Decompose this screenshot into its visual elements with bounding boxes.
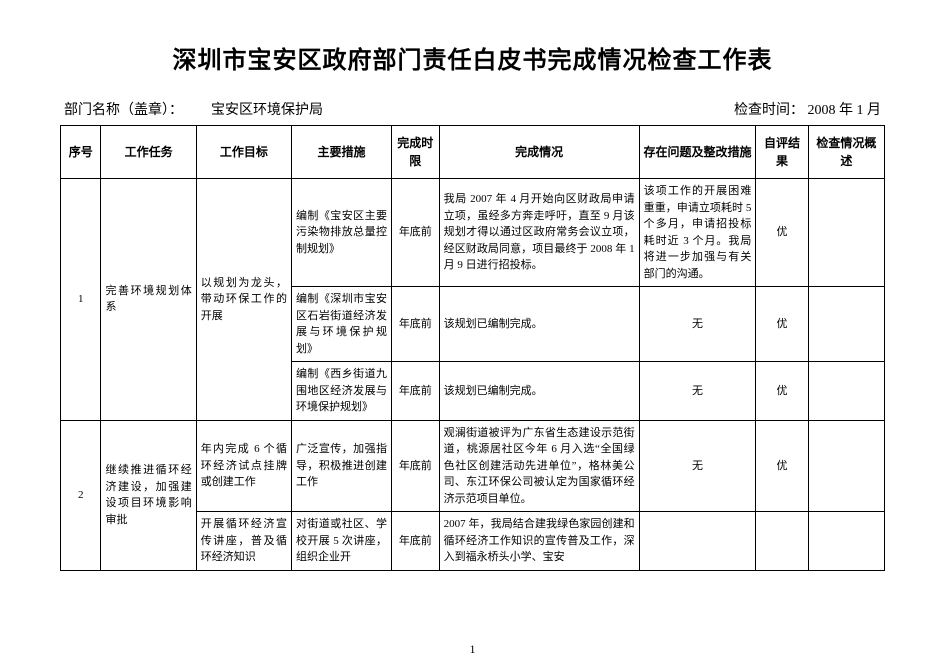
- th-completion: 完成情况: [439, 126, 639, 179]
- cell-deadline: 年底前: [392, 287, 440, 362]
- cell-completion: 该规划已编制完成。: [439, 362, 639, 421]
- th-deadline: 完成时限: [392, 126, 440, 179]
- cell-completion: 观澜街道被评为广东省生态建设示范街道，桃源居社区今年 6 月入选“全国绿色社区创…: [439, 420, 639, 512]
- cell-completion: 2007 年，我局结合建我绿色家园创建和循环经济工作知识的宣传普及工作，深入到福…: [439, 512, 639, 571]
- cell-goal: 年内完成 6 个循环经济试点挂牌或创建工作: [196, 420, 291, 512]
- th-problems: 存在问题及整改措施: [639, 126, 756, 179]
- th-self-eval: 自评结果: [756, 126, 808, 179]
- cell-measure: 对街道或社区、学校开展 5 次讲座，组织企业开: [291, 512, 391, 571]
- th-measure: 主要措施: [291, 126, 391, 179]
- doc-title: 深圳市宝安区政府部门责任白皮书完成情况检查工作表: [60, 40, 885, 75]
- check-time: 2008 年 1 月: [808, 103, 882, 118]
- cell-problems: 该项工作的开展困难重重，申请立项耗时 5 个多月，申请招投标耗时近 3 个月。我…: [639, 179, 756, 287]
- cell-measure: 广泛宣传，加强指导，积极推进创建工作: [291, 420, 391, 512]
- cell-problems: [639, 512, 756, 571]
- cell-check-desc: [808, 420, 884, 512]
- table-row: 1 完善环境规划体系 以规划为龙头，带动环保工作的开展 编制《宝安区主要污染物排…: [61, 179, 885, 287]
- cell-goal: 以规划为龙头，带动环保工作的开展: [196, 179, 291, 421]
- cell-self-eval: 优: [756, 287, 808, 362]
- cell-deadline: 年底前: [392, 512, 440, 571]
- cell-self-eval: 优: [756, 420, 808, 512]
- cell-deadline: 年底前: [392, 420, 440, 512]
- cell-check-desc: [808, 512, 884, 571]
- cell-task: 完善环境规划体系: [101, 179, 196, 421]
- cell-self-eval: 优: [756, 179, 808, 287]
- cell-idx: 1: [61, 179, 101, 421]
- cell-problems: 无: [639, 287, 756, 362]
- table-row: 2 继续推进循环经济建设，加强建设项目环境影响审批 年内完成 6 个循环经济试点…: [61, 420, 885, 512]
- cell-problems: 无: [639, 362, 756, 421]
- cell-task: 继续推进循环经济建设，加强建设项目环境影响审批: [101, 420, 196, 570]
- cell-completion: 我局 2007 年 4 月开始向区财政局申请立项，虽经多方奔走呼吁，直至 9 月…: [439, 179, 639, 287]
- meta-row: 部门名称（盖章）： 宝安区环境保护局 检查时间： 2008 年 1 月: [60, 99, 885, 119]
- cell-check-desc: [808, 287, 884, 362]
- cell-completion: 该规划已编制完成。: [439, 287, 639, 362]
- cell-idx: 2: [61, 420, 101, 570]
- cell-self-eval: 优: [756, 362, 808, 421]
- header-row: 序号 工作任务 工作目标 主要措施 完成时限 完成情况 存在问题及整改措施 自评…: [61, 126, 885, 179]
- cell-problems: 无: [639, 420, 756, 512]
- cell-check-desc: [808, 179, 884, 287]
- cell-measure: 编制《深圳市宝安区石岩街道经济发展与环境保护规划》: [291, 287, 391, 362]
- cell-measure: 编制《宝安区主要污染物排放总量控制规划》: [291, 179, 391, 287]
- cell-check-desc: [808, 362, 884, 421]
- cell-measure: 编制《西乡街道九围地区经济发展与环境保护规划》: [291, 362, 391, 421]
- th-check-desc: 检查情况概述: [808, 126, 884, 179]
- dept-label: 部门名称（盖章）：: [64, 99, 183, 119]
- cell-deadline: 年底前: [392, 179, 440, 287]
- check-time-label: 检查时间：: [734, 103, 804, 118]
- th-idx: 序号: [61, 126, 101, 179]
- th-goal: 工作目标: [196, 126, 291, 179]
- page-number: 1: [0, 642, 945, 657]
- th-task: 工作任务: [101, 126, 196, 179]
- work-table: 序号 工作任务 工作目标 主要措施 完成时限 完成情况 存在问题及整改措施 自评…: [60, 125, 885, 571]
- cell-self-eval: [756, 512, 808, 571]
- dept-name: 宝安区环境保护局: [211, 99, 323, 119]
- cell-deadline: 年底前: [392, 362, 440, 421]
- cell-goal: 开展循环经济宣传讲座，普及循环经济知识: [196, 512, 291, 571]
